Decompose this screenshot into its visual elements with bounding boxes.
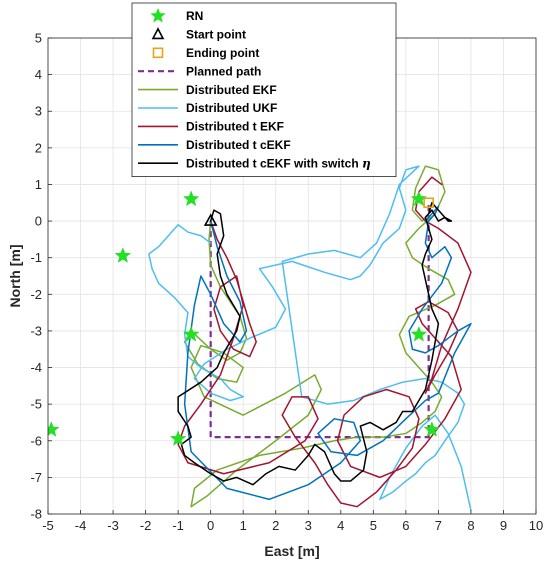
- legend-marker-start: [151, 27, 165, 40]
- x-tick-label: -4: [75, 518, 87, 533]
- y-tick-label: 3: [35, 104, 42, 119]
- rn-star-marker: [410, 190, 428, 207]
- x-tick-label: 6: [402, 518, 409, 533]
- legend-label-2: Ending point: [186, 46, 259, 60]
- x-axis-label: East [m]: [264, 543, 319, 559]
- series-line-3: [183, 205, 472, 501]
- legend-label-8: Distributed t cEKF with switch η: [186, 156, 371, 170]
- legend-label-3: Planned path: [186, 64, 261, 78]
- rn-star-marker: [48, 421, 60, 437]
- legend-marker-rn: [150, 7, 166, 23]
- axis-ticks: -5 -4 -3 -2 -1 0 1 2 3 4 5 6 7 8 9 10 -8 -7 -6 -5 -4 -3 -2 -1 0 1…: [30, 31, 543, 534]
- x-tick-label: -5: [42, 518, 54, 533]
- y-axis-label: North [m]: [7, 245, 23, 308]
- y-tick-label: 0: [35, 214, 42, 229]
- rn-star-marker: [169, 430, 187, 446]
- y-tick-label: 4: [35, 67, 42, 82]
- start-point-marker: [203, 213, 218, 226]
- legend: RN Start point Ending point Planned path Dis…: [131, 2, 397, 178]
- legend-label-5: Distributed UKF: [186, 101, 277, 115]
- legend-label-1: Start point: [186, 28, 246, 42]
- rn-star-marker: [423, 421, 441, 437]
- plot-area: [48, 165, 472, 512]
- x-tick-label: -1: [172, 518, 184, 533]
- x-tick-label: 0: [207, 518, 214, 533]
- x-tick-label: 3: [305, 518, 312, 533]
- y-tick-label: -4: [30, 360, 42, 375]
- y-tick-label: 2: [35, 140, 42, 155]
- x-tick-label: 10: [529, 518, 543, 533]
- rn-star-marker: [114, 247, 132, 263]
- rn-star-marker: [182, 190, 200, 207]
- y-tick-label: -6: [30, 433, 42, 448]
- end-point-marker: [423, 197, 434, 209]
- legend-label-4: Distributed EKF: [186, 83, 277, 97]
- rn-star-marker: [410, 325, 428, 342]
- x-tick-label: 5: [370, 518, 377, 533]
- y-tick-label: -7: [30, 470, 42, 485]
- x-tick-label: 4: [337, 518, 344, 533]
- y-tick-label: -1: [30, 250, 42, 265]
- legend-marker-end: [152, 47, 164, 59]
- y-tick-label: -3: [30, 323, 42, 338]
- legend-label-0: RN: [186, 9, 203, 23]
- x-tick-label: -2: [140, 518, 152, 533]
- y-tick-label: -8: [30, 507, 42, 522]
- x-tick-label: 7: [435, 518, 442, 533]
- series-line-1: [148, 165, 472, 512]
- legend-label-6: Distributed t EKF: [186, 120, 284, 134]
- legend-label-7: Distributed t cEKF: [186, 138, 291, 152]
- x-tick-label: 8: [467, 518, 474, 533]
- y-tick-label: -2: [30, 287, 42, 302]
- x-tick-label: 2: [272, 518, 279, 533]
- planned-path-line: [209, 202, 430, 439]
- x-tick-label: 1: [240, 518, 247, 533]
- y-tick-label: 1: [35, 177, 42, 192]
- y-tick-label: -5: [30, 397, 42, 412]
- rn-star-marker: [182, 325, 200, 342]
- x-tick-label: 9: [500, 518, 507, 533]
- y-tick-label: 5: [35, 31, 42, 46]
- series-line-4: [177, 202, 453, 486]
- x-tick-label: -3: [107, 518, 119, 533]
